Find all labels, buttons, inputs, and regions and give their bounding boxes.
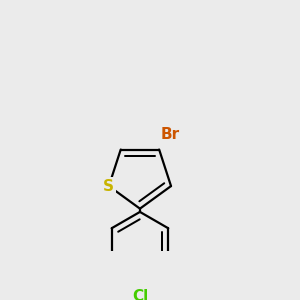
Text: Cl: Cl bbox=[132, 289, 148, 300]
Text: Br: Br bbox=[161, 127, 180, 142]
Text: S: S bbox=[103, 178, 114, 194]
